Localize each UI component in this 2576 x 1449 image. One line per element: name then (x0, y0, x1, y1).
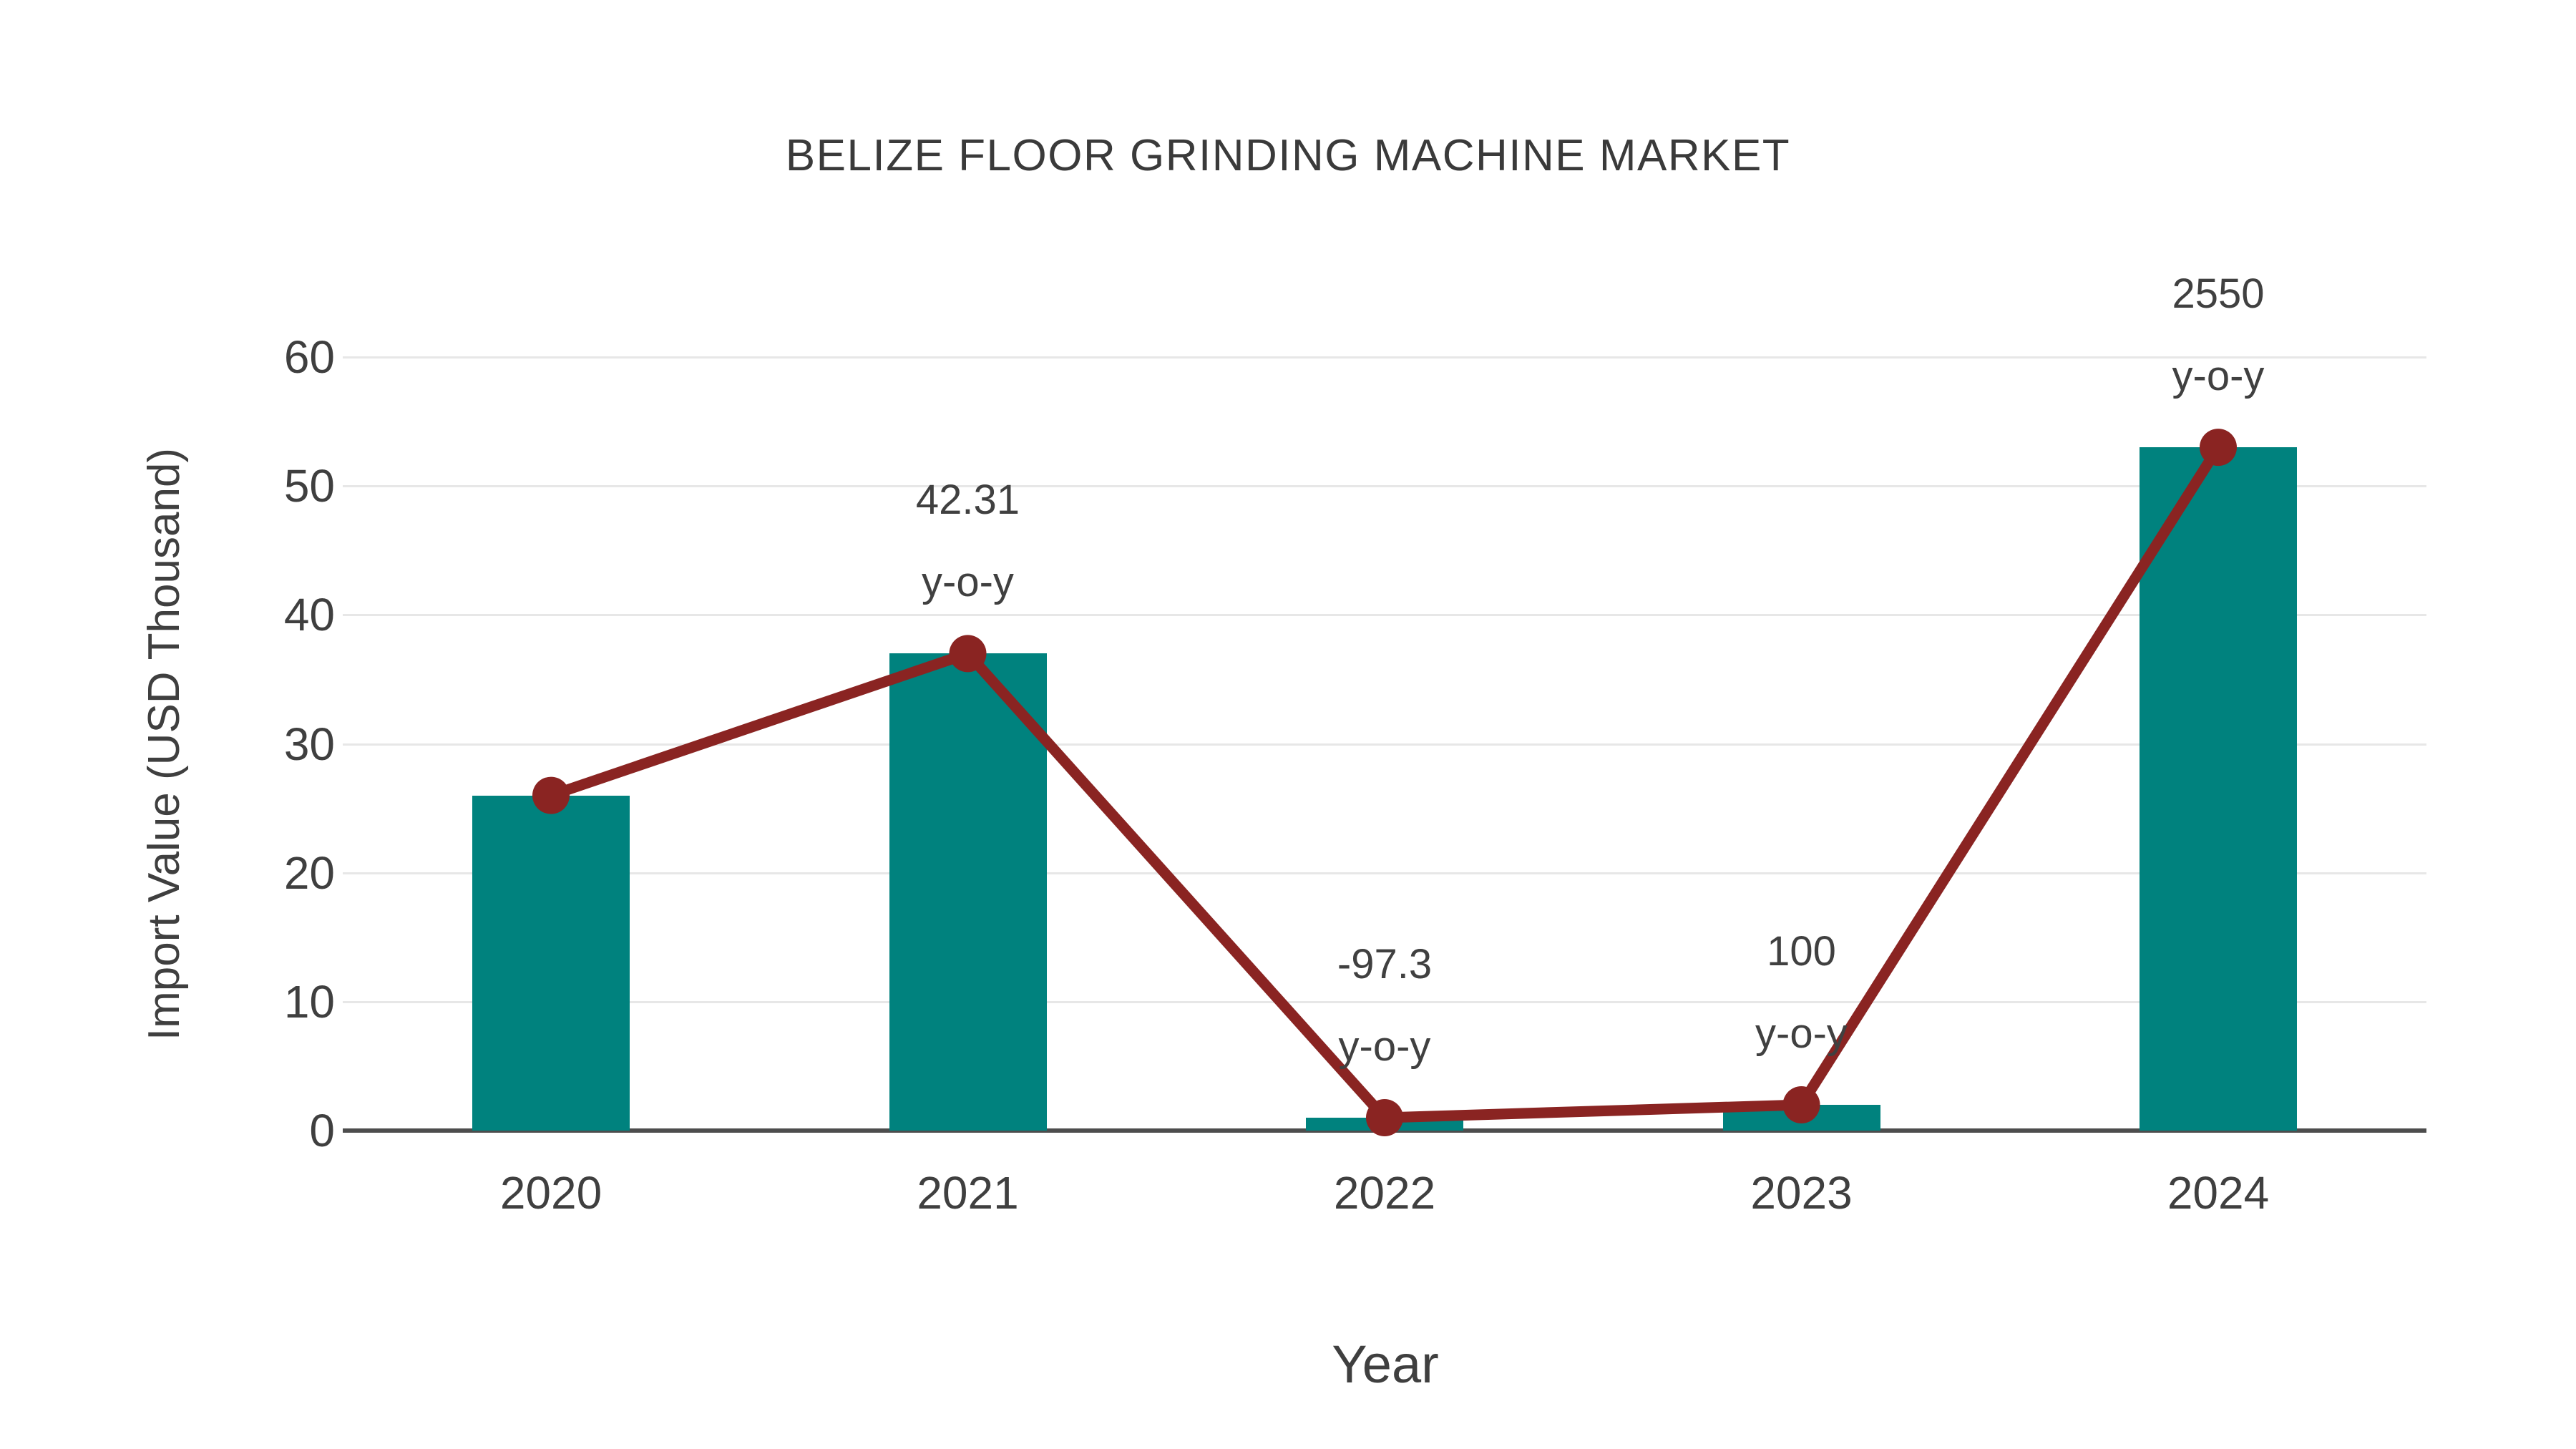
y-tick-label-10: 10 (283, 976, 335, 1028)
annotation-2022: -97.3 y-o-y (1170, 923, 1599, 1088)
x-tick-label-2020: 2020 (499, 1167, 602, 1219)
annotation-value-2024: 2550 (2172, 270, 2265, 318)
annotation-yoy-label-2022: y-o-y (1338, 1023, 1431, 1070)
annotation-yoy-label-2023: y-o-y (1755, 1010, 1848, 1057)
gridline-y20 (343, 872, 2426, 874)
y-tick-label-60: 60 (283, 331, 335, 383)
bar-2020 (472, 795, 630, 1131)
x-tick-label-2022: 2022 (1333, 1167, 1436, 1219)
gridline-y40 (343, 614, 2426, 616)
annotation-value-2023: 100 (1767, 927, 1836, 975)
x-axis-title: Year (1332, 1335, 1439, 1394)
chart-title: BELIZE FLOOR GRINDING MACHINE MARKET (785, 131, 1791, 180)
line-marker-2023 (1782, 1085, 1820, 1123)
annotation-2023: 100 y-o-y (1587, 910, 2016, 1075)
annotation-2024: 2550 y-o-y (2004, 253, 2433, 417)
y-tick-label-30: 30 (283, 718, 335, 770)
y-tick-label-0: 0 (309, 1105, 335, 1156)
y-tick-label-40: 40 (283, 589, 335, 640)
annotation-yoy-label-2021: y-o-y (922, 559, 1014, 606)
gridline-y10 (343, 1001, 2426, 1003)
y-tick-label-20: 20 (283, 847, 335, 899)
annotation-2021: 42.31 y-o-y (753, 459, 1183, 623)
x-tick-label-2023: 2023 (1750, 1167, 1853, 1219)
annotation-value-2021: 42.31 (915, 477, 1020, 524)
x-tick-label-2024: 2024 (2167, 1167, 2270, 1219)
bar-2024 (2140, 447, 2297, 1131)
y-axis-title: Import Value (USD Thousand) (140, 447, 189, 1041)
line-marker-2022 (1366, 1098, 1403, 1136)
gridline-y30 (343, 743, 2426, 746)
bar-2021 (889, 653, 1047, 1131)
line-marker-2021 (949, 635, 987, 673)
line-marker-2020 (532, 776, 570, 814)
gridline-y60 (343, 356, 2426, 358)
gridline-y50 (343, 485, 2426, 487)
x-tick-label-2021: 2021 (917, 1167, 1019, 1219)
line-marker-2024 (2200, 429, 2237, 467)
y-tick-label-50: 50 (283, 460, 335, 512)
annotation-value-2022: -97.3 (1337, 940, 1433, 987)
annotation-yoy-label-2024: y-o-y (2172, 353, 2265, 400)
